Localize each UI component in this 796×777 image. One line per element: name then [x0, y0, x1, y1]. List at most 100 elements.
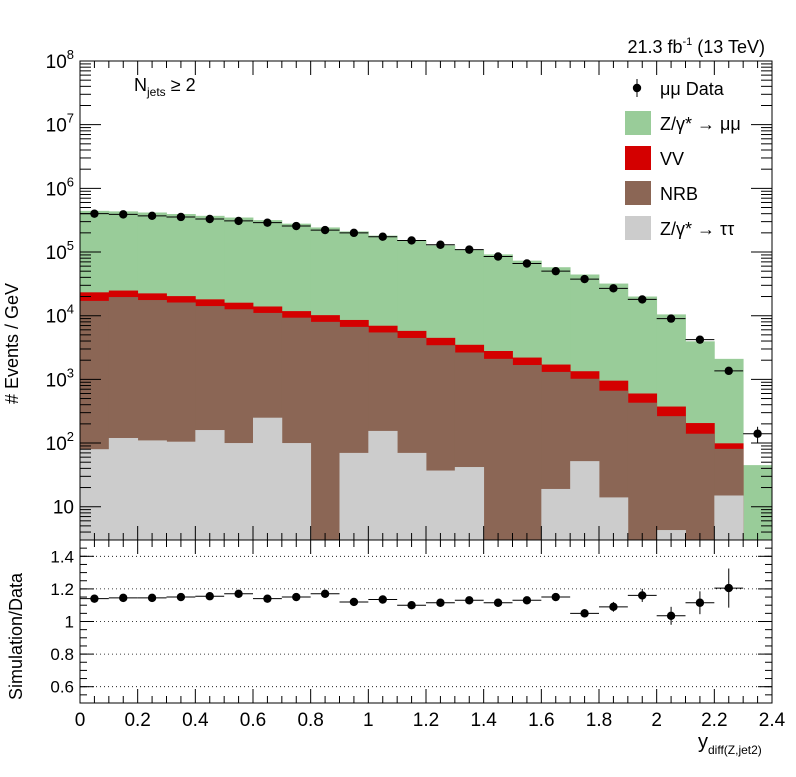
legend-label: μμ Data — [660, 79, 725, 99]
y-tick-label: 105 — [46, 238, 74, 264]
data-point — [609, 284, 618, 293]
ratio-y-tick-label: 0.6 — [50, 678, 74, 697]
y-tick-base: 10 — [46, 116, 67, 137]
y-tick-base: 10 — [46, 434, 67, 455]
x-tick-label: 1.6 — [528, 710, 554, 731]
data-point — [724, 366, 733, 376]
y-tick-label: 102 — [46, 429, 74, 455]
bar-z — [137, 440, 167, 540]
x-tick-label: 1.2 — [413, 710, 439, 731]
y-tick-exponent: 5 — [67, 238, 74, 253]
data-point — [493, 252, 503, 261]
data-point — [378, 232, 387, 241]
y-tick-exponent: 8 — [67, 47, 74, 62]
x-axis: 0 0.2 0.4 0.6 0.8 1 1.2 1.4 1.6 1.8 2 2.2 2.4 — [75, 540, 786, 731]
data-point — [90, 209, 99, 218]
data-point — [638, 295, 647, 304]
bar-nrb — [627, 402, 658, 540]
x-axis-title: ydiff(Z,jet2) — [698, 731, 762, 757]
y-tick-base: 10 — [46, 243, 67, 264]
ratio-panel: 0.6 0.8 1 1.2 1.4 0 0.2 0.4 0.6 0.8 1 1.2 1.4 1.6 1.8… — [6, 539, 786, 757]
data-point — [205, 214, 214, 224]
legend: μμ Data Z/γ* → μμ VV NRB Z/γ* → ττ — [625, 79, 741, 240]
x-tick-label: 2.4 — [759, 710, 786, 731]
y-tick-base: 10 — [46, 370, 67, 391]
legend-swatch — [625, 216, 651, 240]
legend-label: Z/γ* → ττ — [660, 219, 734, 239]
top-x-ticks — [79, 61, 773, 540]
bar-z — [743, 465, 773, 540]
ratio-y-tick-label: 0.8 — [50, 645, 74, 664]
bar-z — [368, 430, 398, 540]
ratio-point — [292, 592, 301, 602]
legend-label: VV — [660, 149, 684, 169]
ratio-point — [522, 596, 532, 605]
y-tick-label: 10 — [53, 498, 74, 519]
bar-z — [166, 441, 196, 540]
x-tick-label: 0.4 — [182, 710, 209, 731]
legend-swatch — [625, 146, 651, 170]
bar-z — [195, 430, 225, 540]
ratio-point — [551, 592, 560, 602]
ratio-point — [90, 594, 99, 603]
ratio-point — [234, 589, 243, 598]
bar-z — [570, 461, 600, 540]
y-tick-base: 10 — [53, 498, 74, 519]
ratio-point — [205, 592, 214, 601]
ratio-point — [378, 595, 387, 604]
ratio-point — [320, 589, 330, 598]
ratio-point — [407, 601, 416, 610]
data-point — [666, 314, 676, 323]
ratio-y-tick-label: 1.4 — [50, 547, 74, 566]
data-point — [551, 266, 560, 276]
ratio-point — [176, 592, 186, 602]
ratio-point — [147, 593, 157, 603]
legend-label: NRB — [660, 184, 698, 204]
x-tick-label: 2.2 — [701, 710, 727, 731]
legend-label: Z/γ* → μμ — [660, 114, 741, 134]
data-point — [407, 236, 416, 245]
data-point — [320, 225, 330, 235]
y-tick-exponent: 6 — [67, 174, 74, 189]
legend-swatch — [625, 111, 651, 135]
bar-nrb — [310, 321, 340, 540]
data-point — [234, 216, 243, 226]
y-tick-label: 107 — [46, 111, 74, 137]
ratio-point — [638, 591, 647, 600]
ratio-y-tick-label: 1.2 — [50, 580, 74, 599]
ratio-point — [119, 593, 128, 603]
y-tick-label: 103 — [46, 365, 74, 391]
bar-z — [454, 467, 485, 540]
bar-z — [108, 437, 139, 540]
y-tick-base: 10 — [46, 52, 67, 73]
lumi-label: 21.3 fb-1 (13 TeV) — [627, 36, 765, 57]
data-point — [119, 210, 128, 219]
selection-label: Njets ≥ 2 — [134, 75, 196, 99]
data-point — [147, 211, 157, 221]
bar-nrb — [685, 433, 715, 540]
y-tick-label: 108 — [46, 47, 74, 73]
data-point — [349, 228, 359, 238]
ratio-points — [80, 568, 744, 625]
bar-z — [541, 488, 571, 540]
legend-swatch — [625, 181, 651, 205]
ratio-point — [609, 602, 618, 612]
ratio-y-tick-label: 1 — [65, 613, 74, 632]
y-tick-exponent: 7 — [67, 111, 74, 126]
bar-z — [426, 470, 456, 540]
stacked-histogram — [80, 210, 773, 541]
ratio-point — [465, 596, 474, 605]
data-point — [753, 429, 762, 438]
y-tick-exponent: 2 — [67, 429, 74, 444]
data-point — [436, 240, 445, 249]
bar-z — [253, 417, 283, 540]
bar-nrb — [512, 365, 542, 540]
bar-z — [339, 452, 369, 540]
ratio-y-axis-title: Simulation/Data — [6, 572, 26, 700]
x-tick-label: 0.6 — [240, 710, 266, 731]
bar-z — [80, 449, 110, 540]
ratio-point — [493, 598, 503, 607]
data-point — [695, 335, 705, 344]
